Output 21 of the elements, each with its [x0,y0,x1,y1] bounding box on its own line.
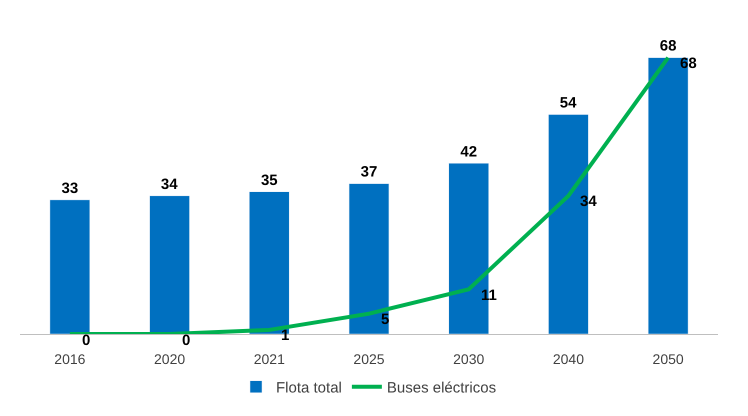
x-tick-label: 2030 [453,350,484,367]
x-tick-label: 2025 [353,350,385,367]
x-tick-label: 2020 [154,350,186,367]
x-tick-label: 2050 [652,350,684,367]
data-label: 42 [460,143,478,160]
data-label: 35 [260,172,278,189]
x-tick-label: 2021 [254,350,286,367]
data-label: 33 [62,180,78,197]
bar [348,183,390,334]
x-tick-label: 2016 [54,350,86,367]
bar [50,200,90,334]
data-label: 68 [660,38,676,55]
legend-label: Buses eléctricos [386,380,496,397]
bar [149,196,190,334]
legend-label: Flota total [276,380,342,397]
data-label: 0 [82,332,90,349]
x-tick-label: 2040 [552,350,584,367]
data-label: 37 [360,164,378,181]
data-label: 54 [560,94,578,112]
data-label: 34 [160,176,178,193]
data-label: 0 [182,332,190,349]
